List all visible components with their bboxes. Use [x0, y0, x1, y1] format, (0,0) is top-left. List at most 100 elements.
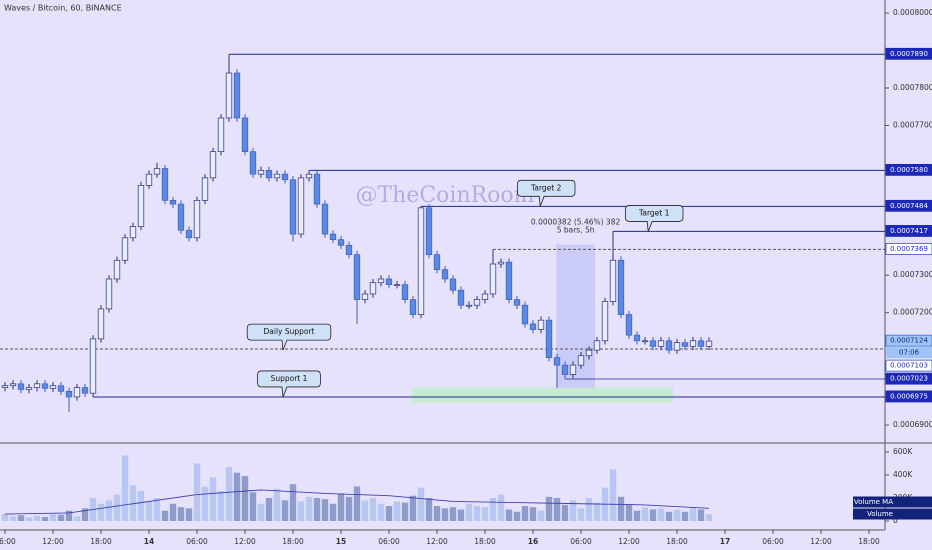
volume-ma-line: [4, 489, 710, 515]
volume-bar: [377, 503, 385, 521]
level-badge: [885, 199, 932, 212]
level-label: 0.0007103: [890, 362, 928, 370]
candle-body: [441, 269, 449, 280]
volume-bar: [241, 476, 249, 521]
volume-bar: [49, 514, 57, 521]
volume-bar: [441, 508, 449, 521]
x-tick-label: 06:00: [378, 537, 400, 546]
volume-tick-label: 600K: [893, 447, 913, 456]
candle-body: [241, 117, 249, 153]
candle-body: [121, 237, 129, 261]
volume-bar: [129, 485, 137, 521]
volume-bar: [273, 488, 281, 521]
candle-body: [633, 334, 641, 342]
level-label: 0.0007890: [890, 50, 928, 58]
volume-bar: [113, 494, 121, 521]
candle-body: [625, 314, 633, 336]
volume-label-badge: [853, 508, 932, 520]
volume-bar: [17, 515, 25, 521]
volume-bar: [297, 501, 305, 521]
candle-body: [57, 385, 65, 392]
level-label: 0.0007580: [890, 166, 928, 174]
level-label: 0.0007484: [890, 202, 928, 210]
candle-body: [465, 304, 473, 307]
callout-text: Support 1: [271, 374, 308, 383]
x-tick-label: 18:00: [474, 537, 496, 546]
candle-body: [129, 226, 137, 239]
volume-bar: [529, 507, 537, 521]
volume-bar: [561, 504, 569, 521]
candle-body: [297, 177, 305, 235]
volume-bar: [137, 491, 145, 521]
candle-body: [113, 259, 121, 280]
candle-body: [177, 203, 185, 231]
candle-body: [689, 340, 697, 347]
volume-bar: [641, 507, 649, 521]
volume-bar: [497, 494, 505, 521]
candle-body: [369, 282, 377, 295]
volume-bar: [673, 509, 681, 521]
candle-body: [105, 278, 113, 310]
volume-bar: [65, 510, 73, 521]
volume-bar: [465, 503, 473, 521]
candle-body: [665, 340, 673, 351]
volume-bar: [681, 511, 689, 521]
volume-label: Volume: [867, 510, 893, 518]
x-tick-label: 12:00: [42, 537, 64, 546]
volume-bar: [249, 492, 257, 521]
candle-body: [49, 385, 57, 389]
volume-bar: [153, 497, 161, 521]
volume-bar: [201, 486, 209, 521]
level-label: 0.0007417: [890, 227, 928, 235]
y-tick-label: 0.0007200: [893, 308, 932, 317]
candle-body: [345, 244, 353, 255]
callout-box: [517, 179, 576, 207]
candle-body: [457, 289, 465, 306]
volume-bar: [457, 509, 465, 521]
candle-body: [281, 173, 289, 181]
measure-box: [556, 244, 595, 388]
level-badge: [885, 334, 932, 347]
x-tick-label: 18:00: [858, 537, 880, 546]
candle-body: [265, 170, 273, 179]
level-badge: [885, 47, 932, 60]
volume-bar: [417, 487, 425, 521]
volume-bar: [289, 484, 297, 521]
x-tick-label: 12:00: [618, 537, 640, 546]
volume-bar: [593, 502, 601, 521]
callout-box: [625, 205, 684, 232]
volume-bar: [321, 499, 329, 521]
candle-body: [97, 308, 105, 340]
volume-bar: [657, 508, 665, 521]
countdown-badge: [886, 347, 932, 359]
volume-bar: [521, 506, 529, 521]
candle-body: [201, 177, 209, 201]
candle-body: [649, 340, 657, 347]
callout-text: Daily Support: [263, 327, 314, 336]
candle-body: [145, 173, 153, 186]
candle-body: [561, 364, 569, 375]
chart-title: Waves / Bitcoin, 60, BINANCE: [4, 4, 122, 13]
candle-body: [433, 254, 441, 270]
volume-bar: [233, 472, 241, 521]
candle-body: [161, 168, 169, 201]
watermark: @TheCoinRoom: [355, 183, 534, 208]
candle-body: [329, 233, 337, 241]
volume-bar: [353, 486, 361, 521]
volume-bar: [473, 506, 481, 521]
volume-bar: [513, 511, 521, 521]
volume-bar: [345, 496, 353, 521]
candle-body: [681, 342, 689, 347]
candle-body: [81, 387, 89, 394]
candle-body: [481, 293, 489, 300]
candle-body: [617, 259, 625, 315]
volume-bar: [705, 514, 713, 521]
candle-body: [257, 170, 265, 175]
candle-body: [401, 284, 409, 300]
candle-body: [377, 278, 385, 284]
candle-body: [697, 340, 705, 347]
volume-bar: [625, 504, 633, 521]
x-tick-label: 06:00: [762, 537, 784, 546]
candle-body: [577, 355, 585, 366]
